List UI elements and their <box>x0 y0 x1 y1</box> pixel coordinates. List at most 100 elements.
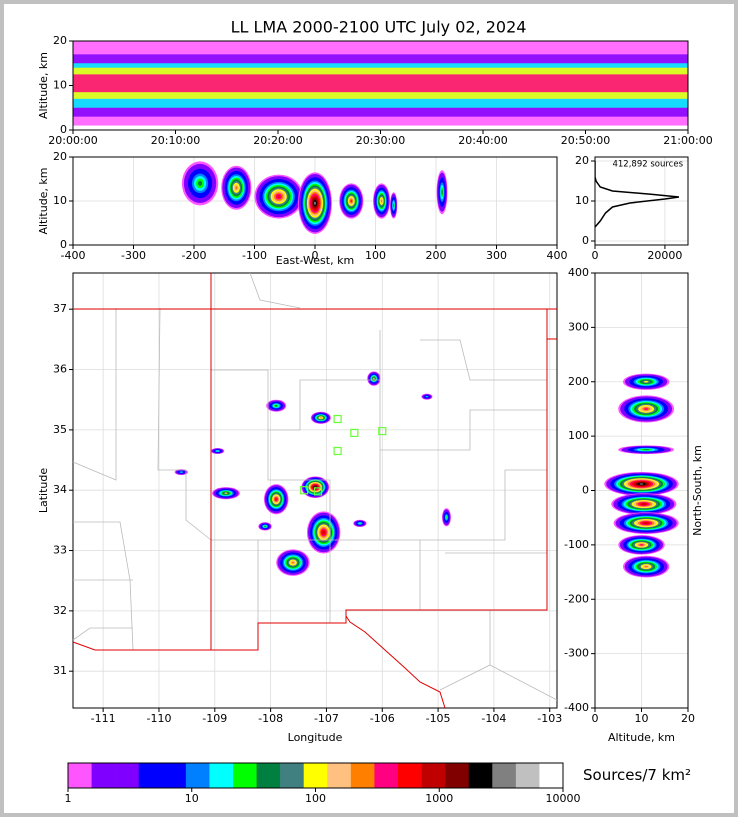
color-swatch <box>350 763 375 788</box>
y-axis-label: North-South, km <box>691 445 704 536</box>
x-tick-label: -109 <box>202 712 227 725</box>
density-cluster <box>180 471 183 473</box>
x-tick-label: -111 <box>91 712 116 725</box>
color-swatch <box>233 763 257 788</box>
density-cluster <box>445 516 448 519</box>
y-axis-label: Latitude <box>37 468 50 514</box>
color-swatch <box>421 763 446 788</box>
x-tick-label: 10 <box>185 792 199 805</box>
station <box>313 487 323 496</box>
x-tick-label: 200 <box>426 249 447 262</box>
x-tick-label: -200 <box>182 249 207 262</box>
x-tick-label: 300 <box>486 249 507 262</box>
y-tick-label: 10 <box>53 79 67 92</box>
x-tick-label: 0 <box>312 249 319 262</box>
station <box>333 446 342 456</box>
color-swatch <box>68 763 92 788</box>
color-swatch <box>515 763 540 788</box>
county-line <box>380 409 547 451</box>
density-band <box>73 74 688 93</box>
x-axis-label: Longitude <box>288 731 343 744</box>
x-tick-label: 100 <box>305 792 326 805</box>
x-tick-label: 20:40:00 <box>458 134 507 147</box>
density-cluster <box>644 565 648 568</box>
y-tick-label: 200 <box>568 375 589 388</box>
density-cluster <box>314 201 316 205</box>
y-tick-label: -400 <box>564 701 589 714</box>
x-tick-label: -110 <box>146 712 171 725</box>
panel: -111 -110 -109 -108 -107 -106 -105 -104 -103 31 32… <box>37 272 562 744</box>
density-cluster <box>275 405 278 407</box>
density-cluster <box>644 381 649 383</box>
x-tick-label: 10000 <box>546 792 581 805</box>
density-cluster <box>275 498 278 501</box>
density-cluster <box>350 199 353 203</box>
state-border <box>72 309 548 651</box>
y-tick-label: -100 <box>564 538 589 551</box>
color-swatch <box>115 763 140 788</box>
plot-area <box>73 157 557 245</box>
x-axis-label: East-West, km <box>276 254 354 267</box>
plot-area <box>68 763 563 788</box>
x-tick-label: 20:30:00 <box>356 134 405 147</box>
density-cluster <box>644 522 649 524</box>
county-line <box>267 430 380 541</box>
density-cluster <box>216 450 219 452</box>
density-cluster <box>393 203 395 207</box>
density-cluster <box>643 449 650 451</box>
density-cluster <box>639 483 644 485</box>
y-tick-label: 35 <box>53 423 67 436</box>
x-tick-label: 21:00:00 <box>663 134 712 147</box>
plot-area <box>73 41 688 126</box>
map <box>72 272 558 709</box>
density-cluster <box>277 195 281 199</box>
y-tick-label: 0 <box>60 123 67 136</box>
color-swatch <box>280 763 305 788</box>
density-cluster <box>198 180 203 186</box>
color-swatch <box>398 763 422 788</box>
y-tick-label: 400 <box>568 266 589 279</box>
x-tick-label: 0 <box>592 249 599 262</box>
color-swatch <box>492 763 517 788</box>
x-tick-label: 400 <box>547 249 568 262</box>
colorbar-label: Sources/7 km² <box>583 766 691 784</box>
y-tick-label: 37 <box>53 302 67 315</box>
county-line <box>72 308 117 481</box>
annotation: 412,892 sources <box>612 160 683 170</box>
x-axis-label: Altitude, km <box>608 731 675 744</box>
y-tick-label: 0 <box>582 234 589 247</box>
plot-area <box>595 157 688 245</box>
y-tick-label: 33 <box>53 544 67 557</box>
color-swatch <box>539 763 563 788</box>
x-tick-label: -108 <box>258 712 283 725</box>
density-cluster <box>320 417 322 419</box>
density-cluster <box>224 492 228 494</box>
county-line <box>249 272 301 309</box>
y-tick-label: 100 <box>568 429 589 442</box>
density-cluster <box>380 199 383 203</box>
plot-area <box>73 273 557 708</box>
y-tick-label: 31 <box>53 664 67 677</box>
panel: Sources/7 km² 1 10 100 1000 10000 <box>65 762 691 805</box>
y-tick-label: 0 <box>582 484 589 497</box>
color-swatch <box>91 763 116 788</box>
county-line <box>420 469 547 541</box>
color-swatch <box>185 763 210 788</box>
y-axis-label: Altitude, km <box>37 52 50 119</box>
x-tick-label: 20000 <box>647 249 682 262</box>
panel: 0 10 20 -400 -300 -200 -100 0 100 200 300 400 Altitu… <box>564 266 704 744</box>
density-cluster <box>264 525 266 527</box>
x-tick-label: 1 <box>65 792 72 805</box>
y-tick-label: 20 <box>575 154 589 167</box>
x-tick-label: -103 <box>537 712 562 725</box>
y-tick-label: -300 <box>564 647 589 660</box>
panel: 412,892 sources 0 20000 0 10 20 <box>575 154 689 262</box>
y-tick-label: 34 <box>53 483 67 496</box>
color-swatch <box>209 763 234 788</box>
station <box>333 414 342 424</box>
color-swatch <box>303 763 328 788</box>
color-swatch <box>138 763 163 788</box>
x-tick-label: -300 <box>121 249 146 262</box>
